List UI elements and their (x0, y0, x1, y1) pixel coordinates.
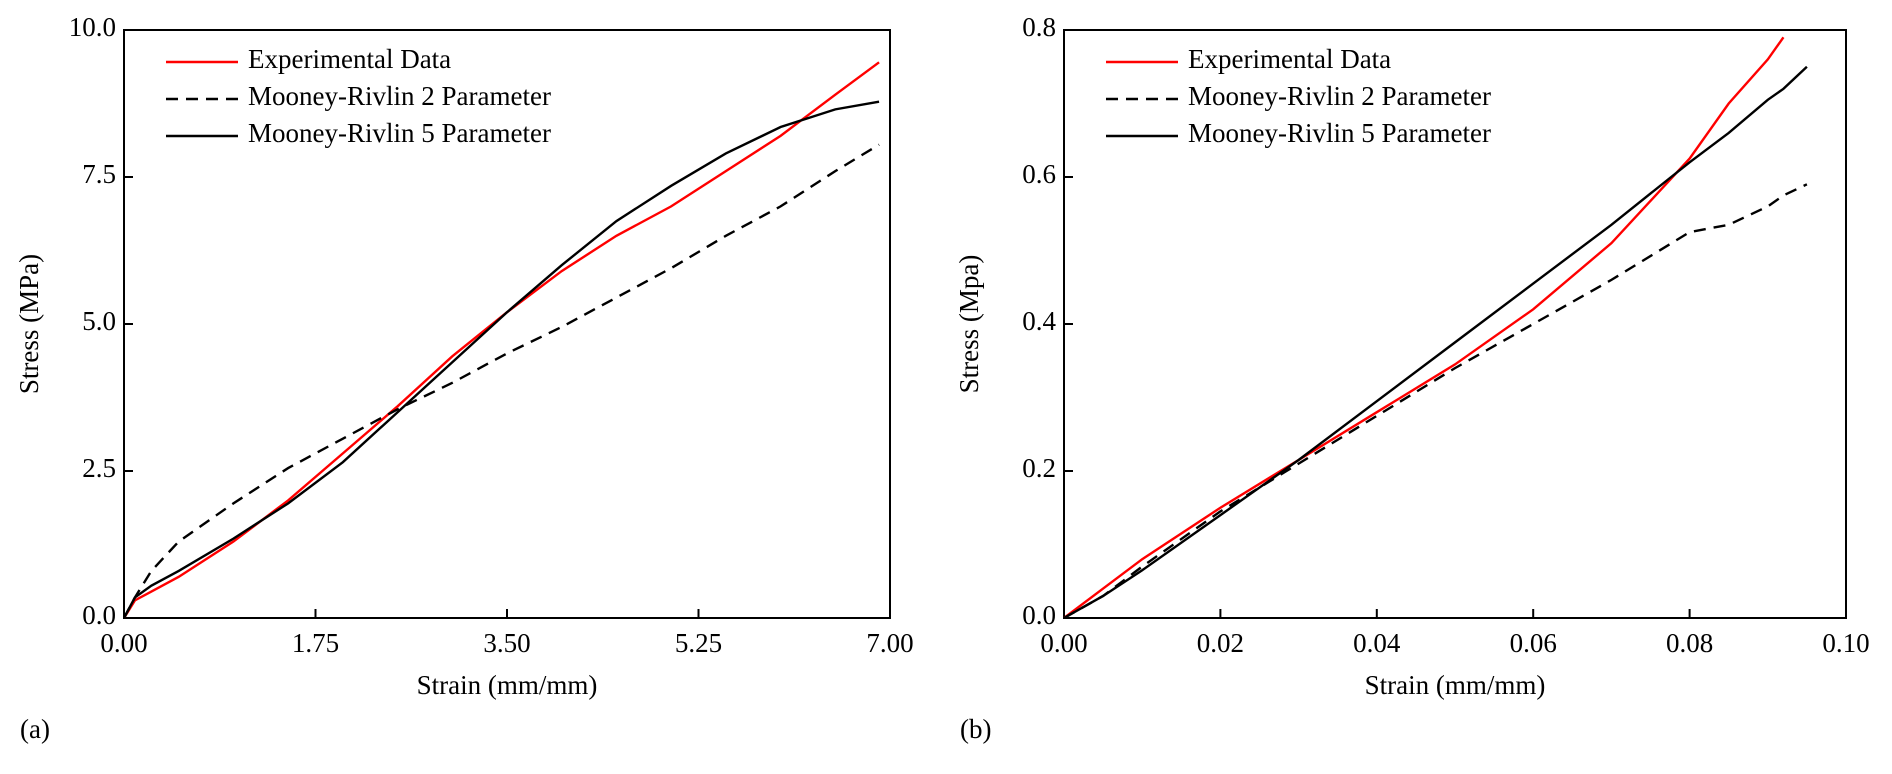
x-axis-label: Strain (mm/mm) (417, 670, 598, 700)
y-tick-label: 0.0 (1022, 600, 1056, 630)
y-tick-label: 0.4 (1022, 306, 1056, 336)
legend-label: Mooney-Rivlin 2 Parameter (1188, 81, 1491, 111)
y-axis-label: Stress (MPa) (14, 254, 44, 394)
x-tick-label: 0.08 (1666, 628, 1713, 658)
x-tick-label: 3.50 (483, 628, 530, 658)
data-line (122, 61, 880, 619)
x-tick-label: 0.06 (1510, 628, 1557, 658)
data-line (122, 143, 880, 619)
legend-label: Mooney-Rivlin 2 Parameter (248, 81, 551, 111)
x-tick-label: 0.02 (1197, 628, 1244, 658)
data-line (1063, 36, 1785, 619)
data-line (1063, 65, 1808, 620)
legend-label: Experimental Data (248, 44, 451, 74)
y-tick-label: 10.0 (69, 12, 116, 42)
legend-label: Experimental Data (1188, 44, 1391, 74)
legend-label: Mooney-Rivlin 5 Parameter (248, 118, 551, 148)
x-tick-label: 0.00 (100, 628, 147, 658)
x-axis-label: Strain (mm/mm) (1365, 670, 1546, 700)
y-tick-label: 2.5 (82, 453, 116, 483)
y-tick-label: 0.6 (1022, 159, 1056, 189)
data-line (122, 100, 880, 619)
y-tick-label: 0.0 (82, 600, 116, 630)
y-tick-label: 0.8 (1022, 12, 1056, 42)
y-tick-label: 5.0 (82, 306, 116, 336)
x-tick-label: 0.10 (1822, 628, 1869, 658)
x-tick-label: 0.00 (1040, 628, 1087, 658)
x-tick-label: 1.75 (292, 628, 339, 658)
data-line (1063, 183, 1808, 620)
x-tick-label: 5.25 (675, 628, 722, 658)
panel-label: (b) (960, 714, 991, 744)
x-tick-label: 0.04 (1353, 628, 1401, 658)
panel-label: (a) (20, 714, 50, 744)
y-tick-label: 0.2 (1022, 453, 1056, 483)
y-axis-label: Stress (Mpa) (954, 255, 984, 394)
legend-label: Mooney-Rivlin 5 Parameter (1188, 118, 1491, 148)
y-tick-label: 7.5 (82, 159, 116, 189)
x-tick-label: 7.00 (866, 628, 913, 658)
